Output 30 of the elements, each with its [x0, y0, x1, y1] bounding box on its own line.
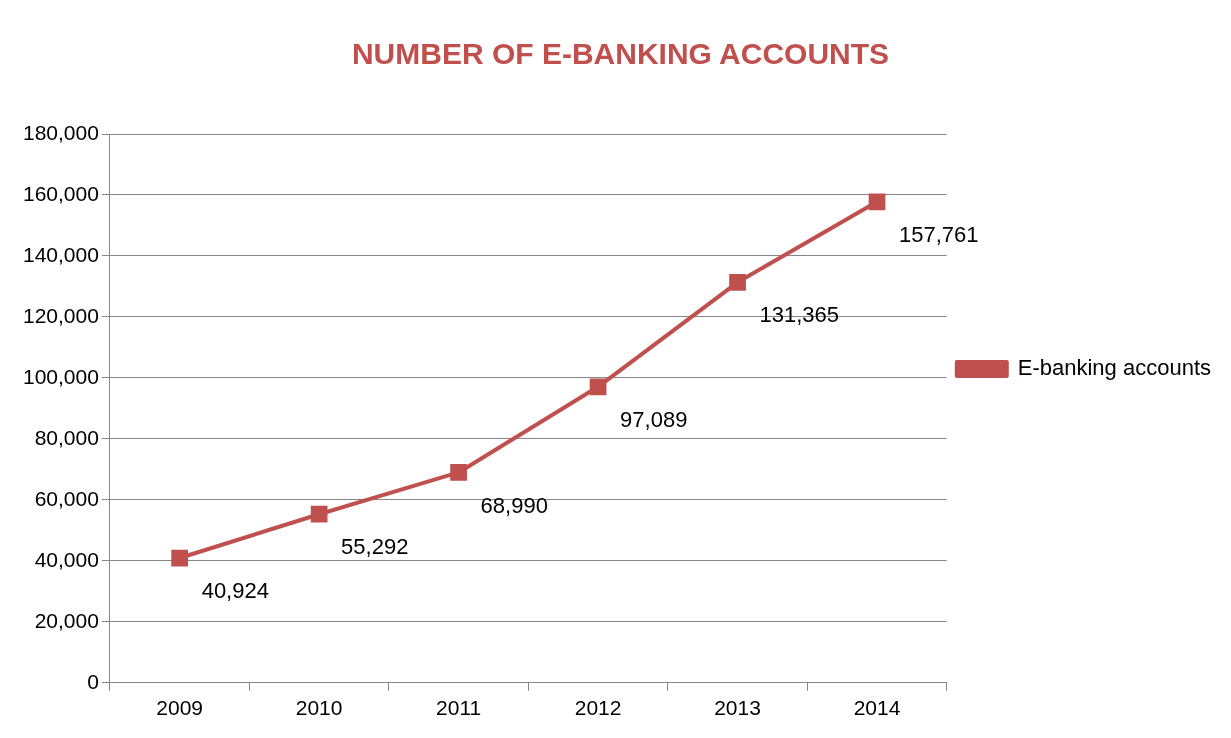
- data-label: 40,924: [201, 578, 269, 604]
- x-tick-label: 2010: [295, 696, 343, 720]
- y-tick-label: 80,000: [34, 425, 99, 449]
- x-tick-label: 2012: [574, 696, 622, 720]
- chart-title: NUMBER OF E-BANKING ACCOUNTS: [351, 37, 890, 71]
- x-tick-label: 2014: [853, 696, 901, 720]
- point: [729, 273, 746, 291]
- data-label: 68,990: [480, 492, 548, 518]
- x-tick-label: 2009: [156, 696, 204, 720]
- y-tick-label: 100,000: [22, 364, 99, 388]
- point: [450, 464, 467, 481]
- data-label: 55,292: [341, 534, 409, 560]
- y-tick-label: 40,000: [34, 547, 99, 571]
- point: [310, 505, 328, 523]
- x-tick-label: 2013: [714, 696, 761, 720]
- legend-label: E-banking accounts: [1017, 355, 1211, 381]
- y-tick-label: 0: [87, 669, 99, 693]
- data-label: 157,761: [899, 221, 979, 247]
- point: [868, 193, 886, 211]
- y-tick-label: 160,000: [22, 181, 99, 205]
- y-tick-label: 60,000: [34, 486, 99, 510]
- data-label: 97,089: [620, 406, 688, 432]
- data-label: 131,365: [759, 302, 840, 328]
- point: [171, 549, 189, 567]
- y-tick-label: 140,000: [22, 242, 99, 266]
- y-tick-label: 120,000: [22, 303, 99, 327]
- y-tick-label: 180,000: [22, 120, 99, 144]
- point: [589, 378, 607, 396]
- y-tick-label: 20,000: [34, 608, 99, 632]
- x-tick-label: 2011: [436, 696, 482, 720]
